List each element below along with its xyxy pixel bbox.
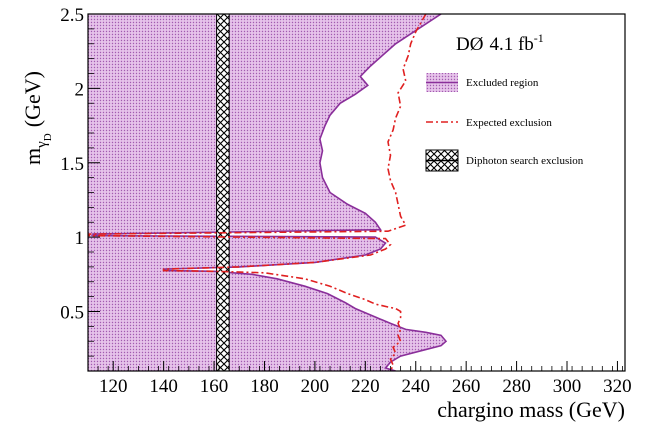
y-tick-label: 2.5 [60,5,84,26]
excluded-region-boundary [92,14,448,371]
y-axis-title-sub2: D [42,133,54,141]
legend-label-diphoton: Diphoton search exclusion [466,155,584,167]
y-axis: 0.5 1 1.5 2 2.5 [60,5,100,357]
x-tick-label: 200 [301,376,330,397]
expected-exclusion-line [88,14,427,371]
x-tick-label: 300 [553,376,582,397]
diphoton-exclusion-band [216,14,230,371]
plot-area: 120 140 160 180 200 220 240 260 280 300 320 0.5 1 1.… [60,5,631,397]
y-tick-label: 1 [75,228,85,249]
experiment-label: DØ 4.1 fb-1 [456,31,544,55]
excluded-region-fill [88,14,446,371]
x-tick-label: 320 [603,376,632,397]
legend: Excluded region Expected exclusion Dipho… [425,73,584,172]
x-tick-label: 260 [452,376,481,397]
legend-label-expected: Expected exclusion [466,117,552,129]
x-tick-label: 220 [351,376,380,397]
x-tick-label: 240 [401,376,430,397]
y-tick-label: 2 [75,79,85,100]
y-axis-title: mγD (GeV) [20,71,54,165]
experiment-lumi: 4.1 fb [489,34,533,55]
x-tick-label: 120 [99,376,128,397]
x-axis: 120 140 160 180 200 220 240 260 280 300 320 [87,361,632,397]
x-tick-label: 140 [149,376,178,397]
x-tick-label: 160 [200,376,229,397]
x-axis-title: chargino mass (GeV) [437,397,625,422]
x-tick-label: 180 [250,376,279,397]
y-tick-label: 0.5 [60,303,84,324]
x-tick-label: 280 [502,376,531,397]
y-tick-label: 1.5 [60,154,84,175]
svg-text:mγD(GeV): mγD (GeV) [20,71,54,165]
experiment-lumi-exponent: -1 [534,31,544,45]
y-axis-title-main: m [20,148,45,165]
legend-label-excluded: Excluded region [466,77,539,89]
y-axis-title-unit: (GeV) [20,71,45,127]
experiment-name: DØ [456,34,483,55]
y-axis-title-sub1: γ [34,141,50,149]
